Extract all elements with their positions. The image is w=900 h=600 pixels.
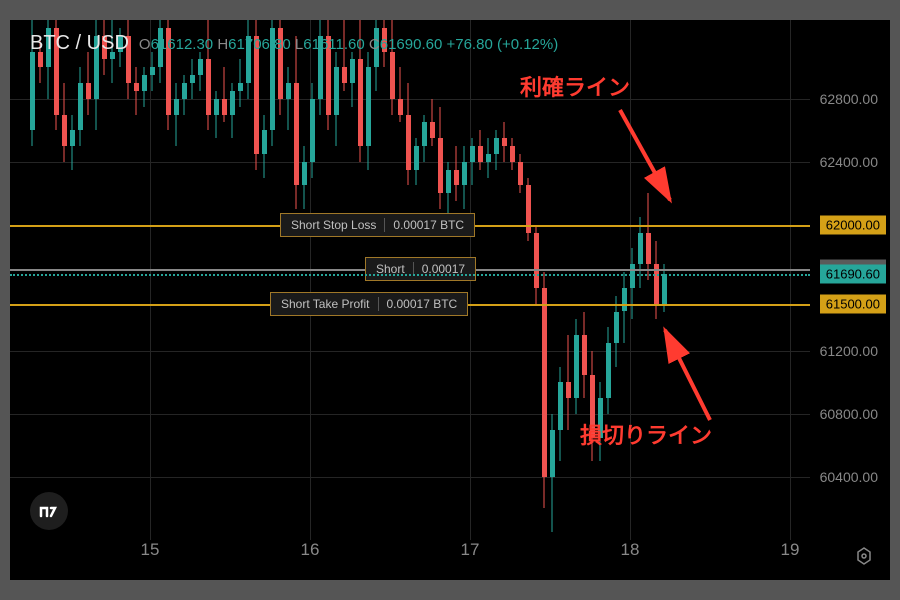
candle[interactable]: [558, 367, 563, 462]
arrow-icon: [650, 320, 750, 430]
ohlc-display: O61612.30 H61706.80 L61611.60 C61690.60 …: [139, 36, 558, 53]
candle[interactable]: [214, 91, 219, 138]
gridline-vertical: [790, 20, 791, 540]
candle[interactable]: [502, 122, 507, 161]
candle[interactable]: [542, 272, 547, 508]
candle[interactable]: [62, 83, 67, 162]
candle[interactable]: [606, 327, 611, 414]
plot-area[interactable]: Short Stop Loss 0.00017 BTC Short0.00017 Sh…: [10, 20, 810, 540]
order-line[interactable]: [10, 274, 810, 276]
candle[interactable]: [582, 312, 587, 399]
candle[interactable]: [182, 75, 187, 114]
stop-loss-annotation: 損切りライン: [580, 418, 712, 450]
candle[interactable]: [470, 138, 475, 185]
x-axis: 15 16 17 18 19: [10, 540, 810, 568]
candle[interactable]: [462, 146, 467, 209]
take-profit-annotation: 利確ライン: [520, 70, 630, 102]
candle[interactable]: [478, 130, 483, 169]
candle[interactable]: [310, 83, 315, 178]
y-axis-label: 62400.00: [820, 154, 878, 170]
candle[interactable]: [398, 67, 403, 122]
candle[interactable]: [494, 130, 499, 169]
candle[interactable]: [486, 138, 491, 177]
divider: [384, 218, 385, 232]
candle[interactable]: [534, 225, 539, 304]
candle[interactable]: [550, 414, 555, 532]
y-axis: 60400.00 60800.00 61200.00 62000.00 62400.00…: [810, 20, 890, 540]
candle[interactable]: [574, 319, 579, 414]
candle[interactable]: [238, 59, 243, 106]
candle[interactable]: [294, 36, 299, 209]
arrow-icon: [600, 100, 690, 220]
candle[interactable]: [454, 146, 459, 201]
candle[interactable]: [638, 217, 643, 288]
divider: [378, 297, 379, 311]
candle[interactable]: [438, 107, 443, 209]
candle[interactable]: [630, 248, 635, 319]
candle[interactable]: [414, 138, 419, 185]
candle[interactable]: [446, 162, 451, 217]
candle[interactable]: [430, 99, 435, 146]
candle[interactable]: [142, 67, 147, 106]
candle[interactable]: [526, 178, 531, 241]
chart-container: BTC / USD O61612.30 H61706.80 L61611.60 …: [10, 20, 890, 580]
candle[interactable]: [374, 20, 379, 91]
order-box[interactable]: Short Stop Loss 0.00017 BTC: [280, 213, 475, 237]
candle[interactable]: [190, 59, 195, 98]
gridline-vertical: [150, 20, 151, 540]
order-box-label: Short Take Profit: [281, 297, 370, 311]
settings-icon[interactable]: [854, 546, 874, 566]
candle[interactable]: [150, 52, 155, 91]
candle[interactable]: [174, 83, 179, 146]
candle[interactable]: [78, 67, 83, 146]
candle[interactable]: [614, 296, 619, 367]
candle[interactable]: [622, 272, 627, 343]
order-box-qty: 0.00017 BTC: [387, 297, 458, 311]
price-label: 61500.00: [820, 294, 886, 313]
price-label: 62000.00: [820, 215, 886, 234]
symbol-label[interactable]: BTC / USD: [30, 32, 129, 55]
candle[interactable]: [70, 115, 75, 170]
chart-header: BTC / USD O61612.30 H61706.80 L61611.60 …: [30, 32, 558, 55]
candle[interactable]: [230, 83, 235, 138]
x-axis-label: 19: [781, 540, 800, 560]
order-box-qty: 0.00017 BTC: [393, 218, 464, 232]
y-axis-label: 61200.00: [820, 343, 878, 359]
candle[interactable]: [86, 52, 91, 115]
x-axis-label: 17: [461, 540, 480, 560]
candle[interactable]: [422, 115, 427, 162]
candle[interactable]: [566, 335, 571, 430]
candle[interactable]: [334, 52, 339, 147]
y-axis-label: 60400.00: [820, 469, 878, 485]
x-axis-label: 16: [301, 540, 320, 560]
gridline-horizontal: [10, 477, 810, 478]
order-box[interactable]: Short Take Profit 0.00017 BTC: [270, 292, 468, 316]
candle[interactable]: [654, 241, 659, 320]
candle[interactable]: [262, 115, 267, 178]
candle[interactable]: [518, 154, 523, 193]
tradingview-logo-icon[interactable]: [30, 492, 68, 530]
x-axis-label: 15: [141, 540, 160, 560]
candle[interactable]: [302, 146, 307, 209]
price-label: 61690.60: [820, 264, 886, 283]
y-axis-label: 60800.00: [820, 406, 878, 422]
candle[interactable]: [350, 52, 355, 107]
order-box-label: Short Stop Loss: [291, 218, 376, 232]
order-box[interactable]: Short0.00017: [365, 257, 476, 281]
candle[interactable]: [406, 83, 411, 185]
y-axis-label: 62800.00: [820, 91, 878, 107]
candle[interactable]: [222, 67, 227, 122]
candle[interactable]: [134, 67, 139, 114]
candle[interactable]: [366, 52, 371, 170]
candle[interactable]: [286, 67, 291, 130]
x-axis-label: 18: [621, 540, 640, 560]
candle[interactable]: [342, 20, 347, 91]
candle[interactable]: [510, 138, 515, 170]
candle[interactable]: [198, 52, 203, 91]
